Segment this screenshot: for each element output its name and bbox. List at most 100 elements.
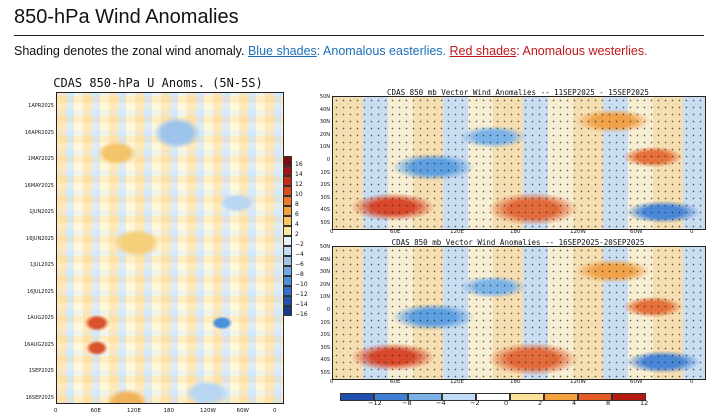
colorbar-swatch xyxy=(612,393,646,401)
map-lat-label: 40S xyxy=(320,357,330,364)
colorbar-swatch xyxy=(283,186,292,196)
colorbar-swatch xyxy=(283,266,292,276)
map-lat-label: 0 xyxy=(326,157,330,163)
map-lat-label: 30N xyxy=(319,119,330,126)
map-lat-label: 50S xyxy=(320,220,330,226)
hovmoller-date-label: 1AUG2025 xyxy=(27,315,54,321)
colorbar-label: −2 xyxy=(470,399,480,407)
map-lat-label: 50N xyxy=(319,94,330,100)
map-lon-label: 120W xyxy=(570,229,586,235)
map-lat-label: 10S xyxy=(320,319,330,326)
colorbar-swatch xyxy=(283,156,292,166)
colorbar-swatch xyxy=(510,393,544,401)
hovmoller-lon-label: 0 xyxy=(273,408,277,414)
colorbar-label: 8 xyxy=(295,201,299,208)
colorbar-swatch xyxy=(476,393,510,401)
subtitle-prefix: Shading denotes the zonal wind anomaly. xyxy=(14,44,245,58)
hovmoller-lon-label: 120W xyxy=(200,408,216,414)
map-lat-label: 20N xyxy=(319,281,330,288)
hovmoller-lon-label: 120E xyxy=(127,408,141,414)
colorbar-label: −8 xyxy=(295,271,304,278)
hovmoller-lon-label: 60E xyxy=(90,408,101,414)
hovmoller-panel: CDAS 850-hPa U Anoms. (5N-5S) 1APR2025 16… xyxy=(8,70,308,419)
colorbar-label: −16 xyxy=(295,311,308,318)
map-lon-label: 0 xyxy=(330,379,334,385)
colorbar-label: 16 xyxy=(295,161,303,168)
colorbar-swatch xyxy=(408,393,442,401)
page-title: 850-hPa Wind Anomalies xyxy=(14,6,239,28)
colorbar-label: −12 xyxy=(368,399,382,407)
hovmoller-date-label: 1JUN2025 xyxy=(29,209,54,215)
colorbar-label: 2 xyxy=(295,231,299,238)
hovmoller-date-label: 16JUN2025 xyxy=(26,235,54,242)
colorbar-label: 14 xyxy=(295,171,303,178)
colorbar-label: −14 xyxy=(295,301,308,308)
map-lon-label: 120E xyxy=(450,379,464,385)
colorbar-swatch xyxy=(283,216,292,226)
map-lat-label: 50N xyxy=(319,244,330,250)
map-lon-label: 180 xyxy=(510,229,521,235)
map-lon-label: 0 xyxy=(690,379,694,385)
colorbar-swatch xyxy=(283,236,292,246)
hovmoller-lon-label: 180 xyxy=(163,408,175,414)
map-lat-label: 30S xyxy=(320,194,330,201)
map-lat-label: 50S xyxy=(320,370,330,376)
colorbar-label: 8 xyxy=(606,399,611,407)
colorbar-label: −4 xyxy=(295,251,304,258)
hovmoller-date-label: 16SEP2025 xyxy=(25,394,54,401)
colorbar-swatch xyxy=(283,196,292,206)
map-lon-label: 60E xyxy=(390,229,401,235)
map-lat-label: 0 xyxy=(326,307,330,313)
colorbar-label: −8 xyxy=(402,399,412,407)
hovmoller-date-label: 16APR2025 xyxy=(25,129,54,136)
map-lat-label: 10N xyxy=(319,144,330,151)
colorbar-swatch xyxy=(374,393,408,401)
colorbar-swatch xyxy=(283,166,292,176)
map-lat-label: 10S xyxy=(320,169,330,176)
map-lon-label: 180 xyxy=(510,379,521,385)
colorbar-swatch xyxy=(283,246,292,256)
wind-anomaly-map-2 xyxy=(332,246,706,380)
map-lon-label: 120E xyxy=(450,229,464,235)
horizontal-colorbar xyxy=(340,393,646,401)
colorbar-swatch xyxy=(340,393,374,401)
map-lon-label: 0 xyxy=(690,229,694,235)
hovmoller-date-label: 1APR2025 xyxy=(28,103,54,109)
colorbar-label: 10 xyxy=(295,191,303,198)
map-lat-label: 20N xyxy=(319,131,330,138)
map-lat-label: 40S xyxy=(320,207,330,214)
map-lat-label: 30S xyxy=(320,344,330,351)
map-lat-label: 40N xyxy=(319,106,330,113)
hovmoller-date-label: 16JUL2025 xyxy=(26,288,54,295)
hovmoller-date-label: 1SEP2025 xyxy=(28,368,54,374)
hovmoller-date-label: 16MAY2025 xyxy=(24,182,55,189)
map-lat-label: 20S xyxy=(320,182,330,189)
colorbar-label: −6 xyxy=(295,261,304,268)
wind-anomaly-map-1 xyxy=(332,96,706,230)
map-lat-label: 40N xyxy=(319,256,330,263)
colorbar-label: 12 xyxy=(295,181,303,188)
colorbar-swatch xyxy=(283,296,292,306)
colorbar-label: 12 xyxy=(640,399,649,407)
colorbar-label: 4 xyxy=(572,399,577,407)
title-divider xyxy=(14,35,704,36)
colorbar-swatch xyxy=(283,226,292,236)
hovmoller-plot xyxy=(56,92,284,404)
map-title-1: CDAS 850 mb Vector Wind Anomalies -- 11S… xyxy=(387,88,649,97)
map-lon-label: 0 xyxy=(330,229,334,235)
colorbar-label: 2 xyxy=(538,399,543,407)
map-lon-label: 120W xyxy=(570,379,586,385)
subtitle: Shading denotes the zonal wind anomaly. … xyxy=(14,44,648,58)
map-lat-label: 20S xyxy=(320,332,330,339)
colorbar-swatch xyxy=(578,393,612,401)
colorbar-label: 6 xyxy=(295,211,299,218)
blue-shades-desc: : Anomalous easterlies. xyxy=(316,44,447,58)
map-title-2: CDAS 850 mb Vector Wind Anomalies -- 16S… xyxy=(391,238,645,247)
colorbar-label: −4 xyxy=(436,399,446,407)
red-shades-link[interactable]: Red shades xyxy=(449,44,517,58)
colorbar-label: −2 xyxy=(295,241,304,248)
map-lat-label: 10N xyxy=(319,294,330,301)
map-lon-label: 60W xyxy=(630,379,643,385)
blue-shades-link[interactable]: Blue shades xyxy=(247,44,317,58)
colorbar-swatch xyxy=(283,206,292,216)
